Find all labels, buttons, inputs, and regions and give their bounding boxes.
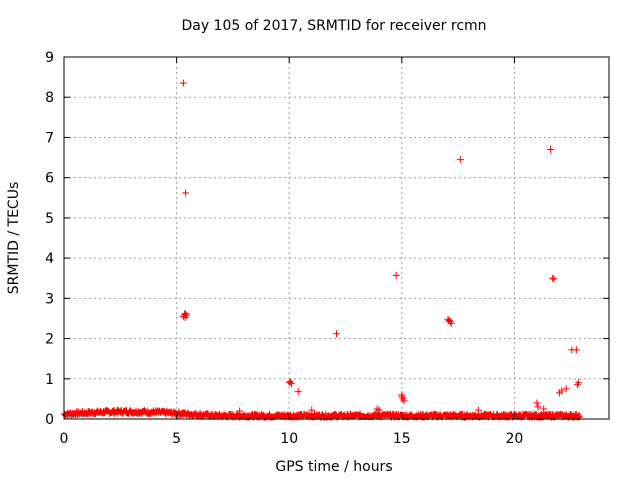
x-tick-label: 20: [505, 431, 523, 447]
data-point: [294, 388, 302, 396]
plot-frame: [63, 56, 610, 420]
y-tick-label: 9: [45, 50, 54, 66]
y-tick-label: 1: [45, 372, 54, 388]
data-point: [398, 391, 406, 399]
data-point: [558, 387, 566, 395]
data-point: [392, 271, 400, 279]
chart-title: Day 105 of 2017, SRMTID for receiver rcm…: [181, 18, 486, 34]
y-tick-label: 0: [45, 412, 54, 428]
data-point: [287, 380, 295, 388]
y-tick-label: 5: [45, 211, 54, 227]
grid-lines: [64, 57, 609, 419]
data-point: [181, 314, 189, 322]
y-tick-label: 4: [45, 251, 54, 267]
data-point: [474, 406, 482, 414]
data-point: [456, 156, 464, 164]
data-point: [179, 79, 187, 87]
y-tick-label: 3: [45, 291, 54, 307]
x-tick-label: 10: [280, 431, 298, 447]
data-point: [236, 407, 244, 415]
data-point: [182, 189, 190, 197]
y-axis-label: SRMTID / TECUs: [6, 182, 22, 295]
data-point: [400, 397, 408, 405]
x-tick-label: 0: [60, 431, 69, 447]
data-point: [308, 406, 316, 414]
data-point: [562, 385, 570, 393]
x-tick-label: 15: [393, 431, 411, 447]
y-tick-label: 6: [45, 171, 54, 187]
data-point: [546, 146, 554, 154]
data-point: [550, 275, 558, 283]
data-point: [572, 346, 580, 354]
data-point: [533, 399, 541, 407]
data-point: [534, 403, 542, 411]
data-point: [446, 318, 454, 326]
axis-ticks: 0 1 2 3 4 5 6 7 8 9 0 5 10 15 20: [45, 50, 609, 447]
x-tick-label: 5: [172, 431, 181, 447]
data-point: [375, 406, 383, 414]
data-point: [575, 379, 583, 387]
y-tick-label: 7: [45, 130, 54, 146]
data-point: [549, 274, 557, 282]
data-point: [333, 330, 340, 338]
data-point: [540, 405, 548, 413]
x-axis-label: GPS time / hours: [275, 459, 392, 475]
y-tick-label: 2: [45, 332, 54, 348]
y-tick-label: 8: [45, 90, 54, 106]
data-point: [445, 316, 453, 324]
